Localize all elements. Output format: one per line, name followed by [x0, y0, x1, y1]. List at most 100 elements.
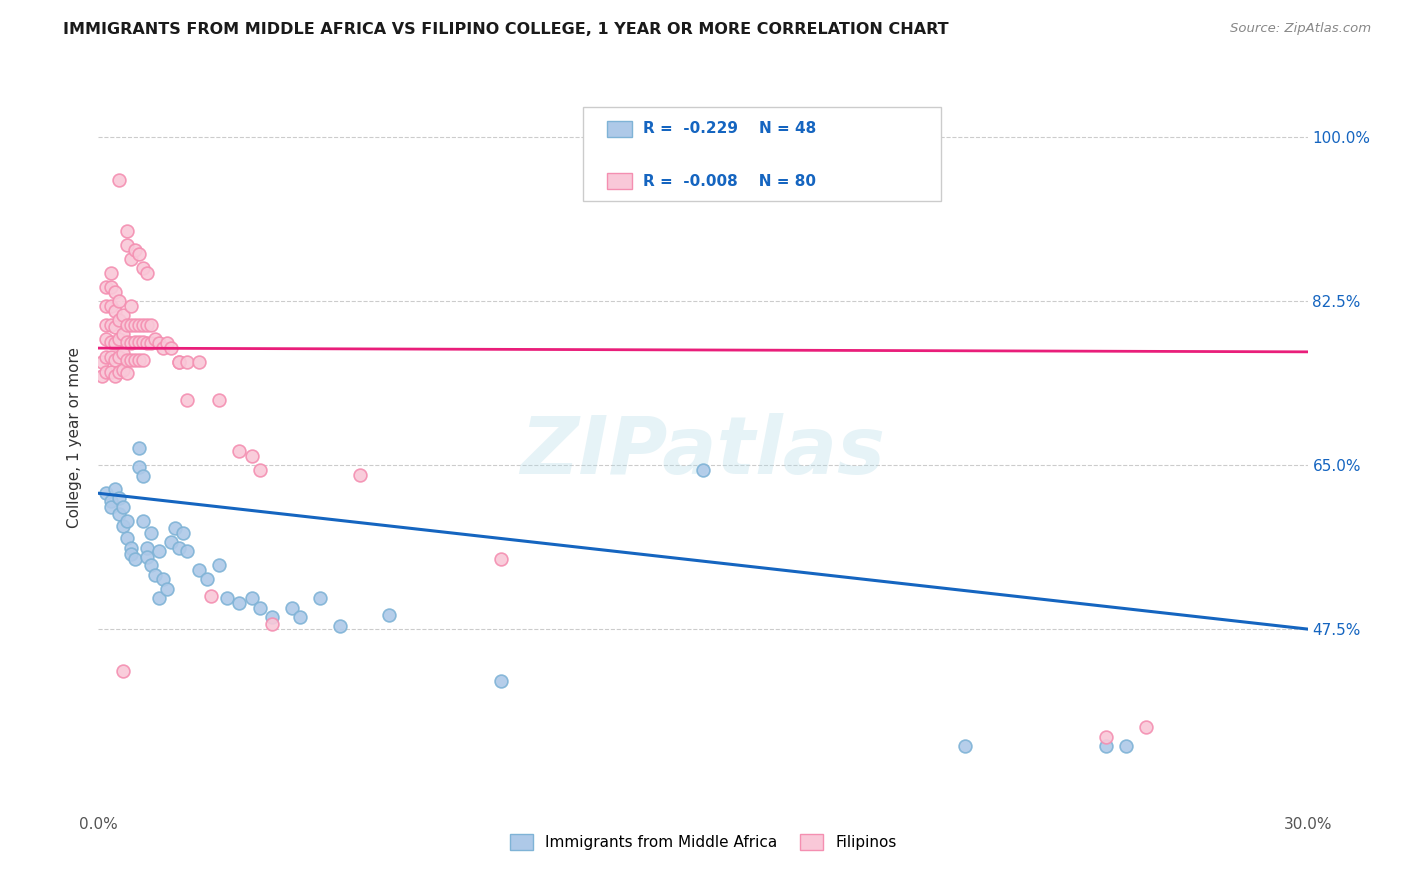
Point — [111, 362, 134, 376]
Point — [135, 541, 157, 555]
Point — [349, 467, 371, 482]
Point — [120, 541, 142, 555]
Point — [91, 369, 114, 384]
Point — [115, 318, 138, 332]
Point — [167, 355, 190, 369]
Point — [188, 355, 211, 369]
Point — [120, 299, 142, 313]
Point — [107, 491, 129, 505]
Point — [96, 365, 118, 379]
Point — [132, 261, 155, 276]
Point — [176, 355, 198, 369]
Point — [91, 355, 114, 369]
Point — [139, 558, 162, 573]
Point — [100, 351, 122, 365]
Point — [124, 243, 146, 257]
Point — [124, 318, 146, 332]
Point — [100, 500, 122, 515]
Point — [107, 313, 129, 327]
Point — [100, 318, 122, 332]
Point — [103, 353, 125, 368]
Point — [228, 596, 250, 610]
Point — [953, 739, 976, 753]
Point — [107, 507, 129, 521]
Point — [96, 318, 118, 332]
Point — [163, 521, 186, 535]
Point — [107, 172, 129, 186]
Point — [208, 558, 231, 573]
Point — [188, 563, 211, 577]
Point — [249, 463, 271, 477]
Point — [100, 493, 122, 508]
Point — [111, 308, 134, 322]
Point — [195, 573, 218, 587]
Point — [115, 531, 138, 545]
Point — [152, 573, 174, 587]
Point — [111, 519, 134, 533]
Point — [100, 280, 122, 294]
Point — [103, 369, 125, 384]
Point — [240, 591, 263, 606]
Point — [132, 514, 155, 528]
Point — [143, 567, 166, 582]
Point — [100, 266, 122, 280]
Point — [128, 460, 150, 475]
Point — [309, 591, 332, 606]
Point — [100, 299, 122, 313]
Point — [132, 353, 155, 368]
Point — [135, 318, 157, 332]
Point — [143, 332, 166, 346]
Point — [160, 535, 183, 549]
Point — [103, 303, 125, 318]
Point — [124, 551, 146, 566]
Point — [124, 353, 146, 368]
Point — [107, 332, 129, 346]
Point — [115, 224, 138, 238]
Point — [111, 664, 134, 679]
Point — [120, 547, 142, 561]
Point — [96, 351, 118, 365]
Point — [160, 341, 183, 355]
Point — [120, 318, 142, 332]
Text: R =  -0.008    N = 80: R = -0.008 N = 80 — [644, 174, 817, 189]
Point — [96, 486, 118, 500]
Point — [115, 238, 138, 252]
Point — [176, 544, 198, 558]
Point — [200, 590, 222, 604]
Point — [103, 482, 125, 496]
Point — [156, 582, 179, 596]
Point — [1095, 730, 1118, 744]
Point — [96, 332, 118, 346]
Point — [172, 525, 194, 540]
Point — [120, 353, 142, 368]
Point — [152, 341, 174, 355]
Point — [115, 353, 138, 368]
Point — [107, 365, 129, 379]
Point — [128, 318, 150, 332]
Point — [135, 336, 157, 351]
Point — [260, 617, 283, 632]
Point — [107, 351, 129, 365]
Point — [156, 336, 179, 351]
Point — [491, 673, 513, 688]
Point — [103, 319, 125, 334]
Point — [377, 608, 399, 623]
Point — [148, 544, 170, 558]
Point — [692, 463, 714, 477]
Point — [124, 334, 146, 349]
Point — [128, 353, 150, 368]
Point — [128, 334, 150, 349]
Point — [128, 247, 150, 261]
Point — [100, 365, 122, 379]
Point — [128, 442, 150, 456]
Point — [115, 514, 138, 528]
Point — [111, 326, 134, 341]
Point — [96, 280, 118, 294]
Point — [107, 294, 129, 309]
Point — [148, 591, 170, 606]
Point — [491, 551, 513, 566]
Point — [1115, 739, 1137, 753]
Point — [96, 299, 118, 313]
Point — [132, 334, 155, 349]
Point — [288, 610, 311, 624]
